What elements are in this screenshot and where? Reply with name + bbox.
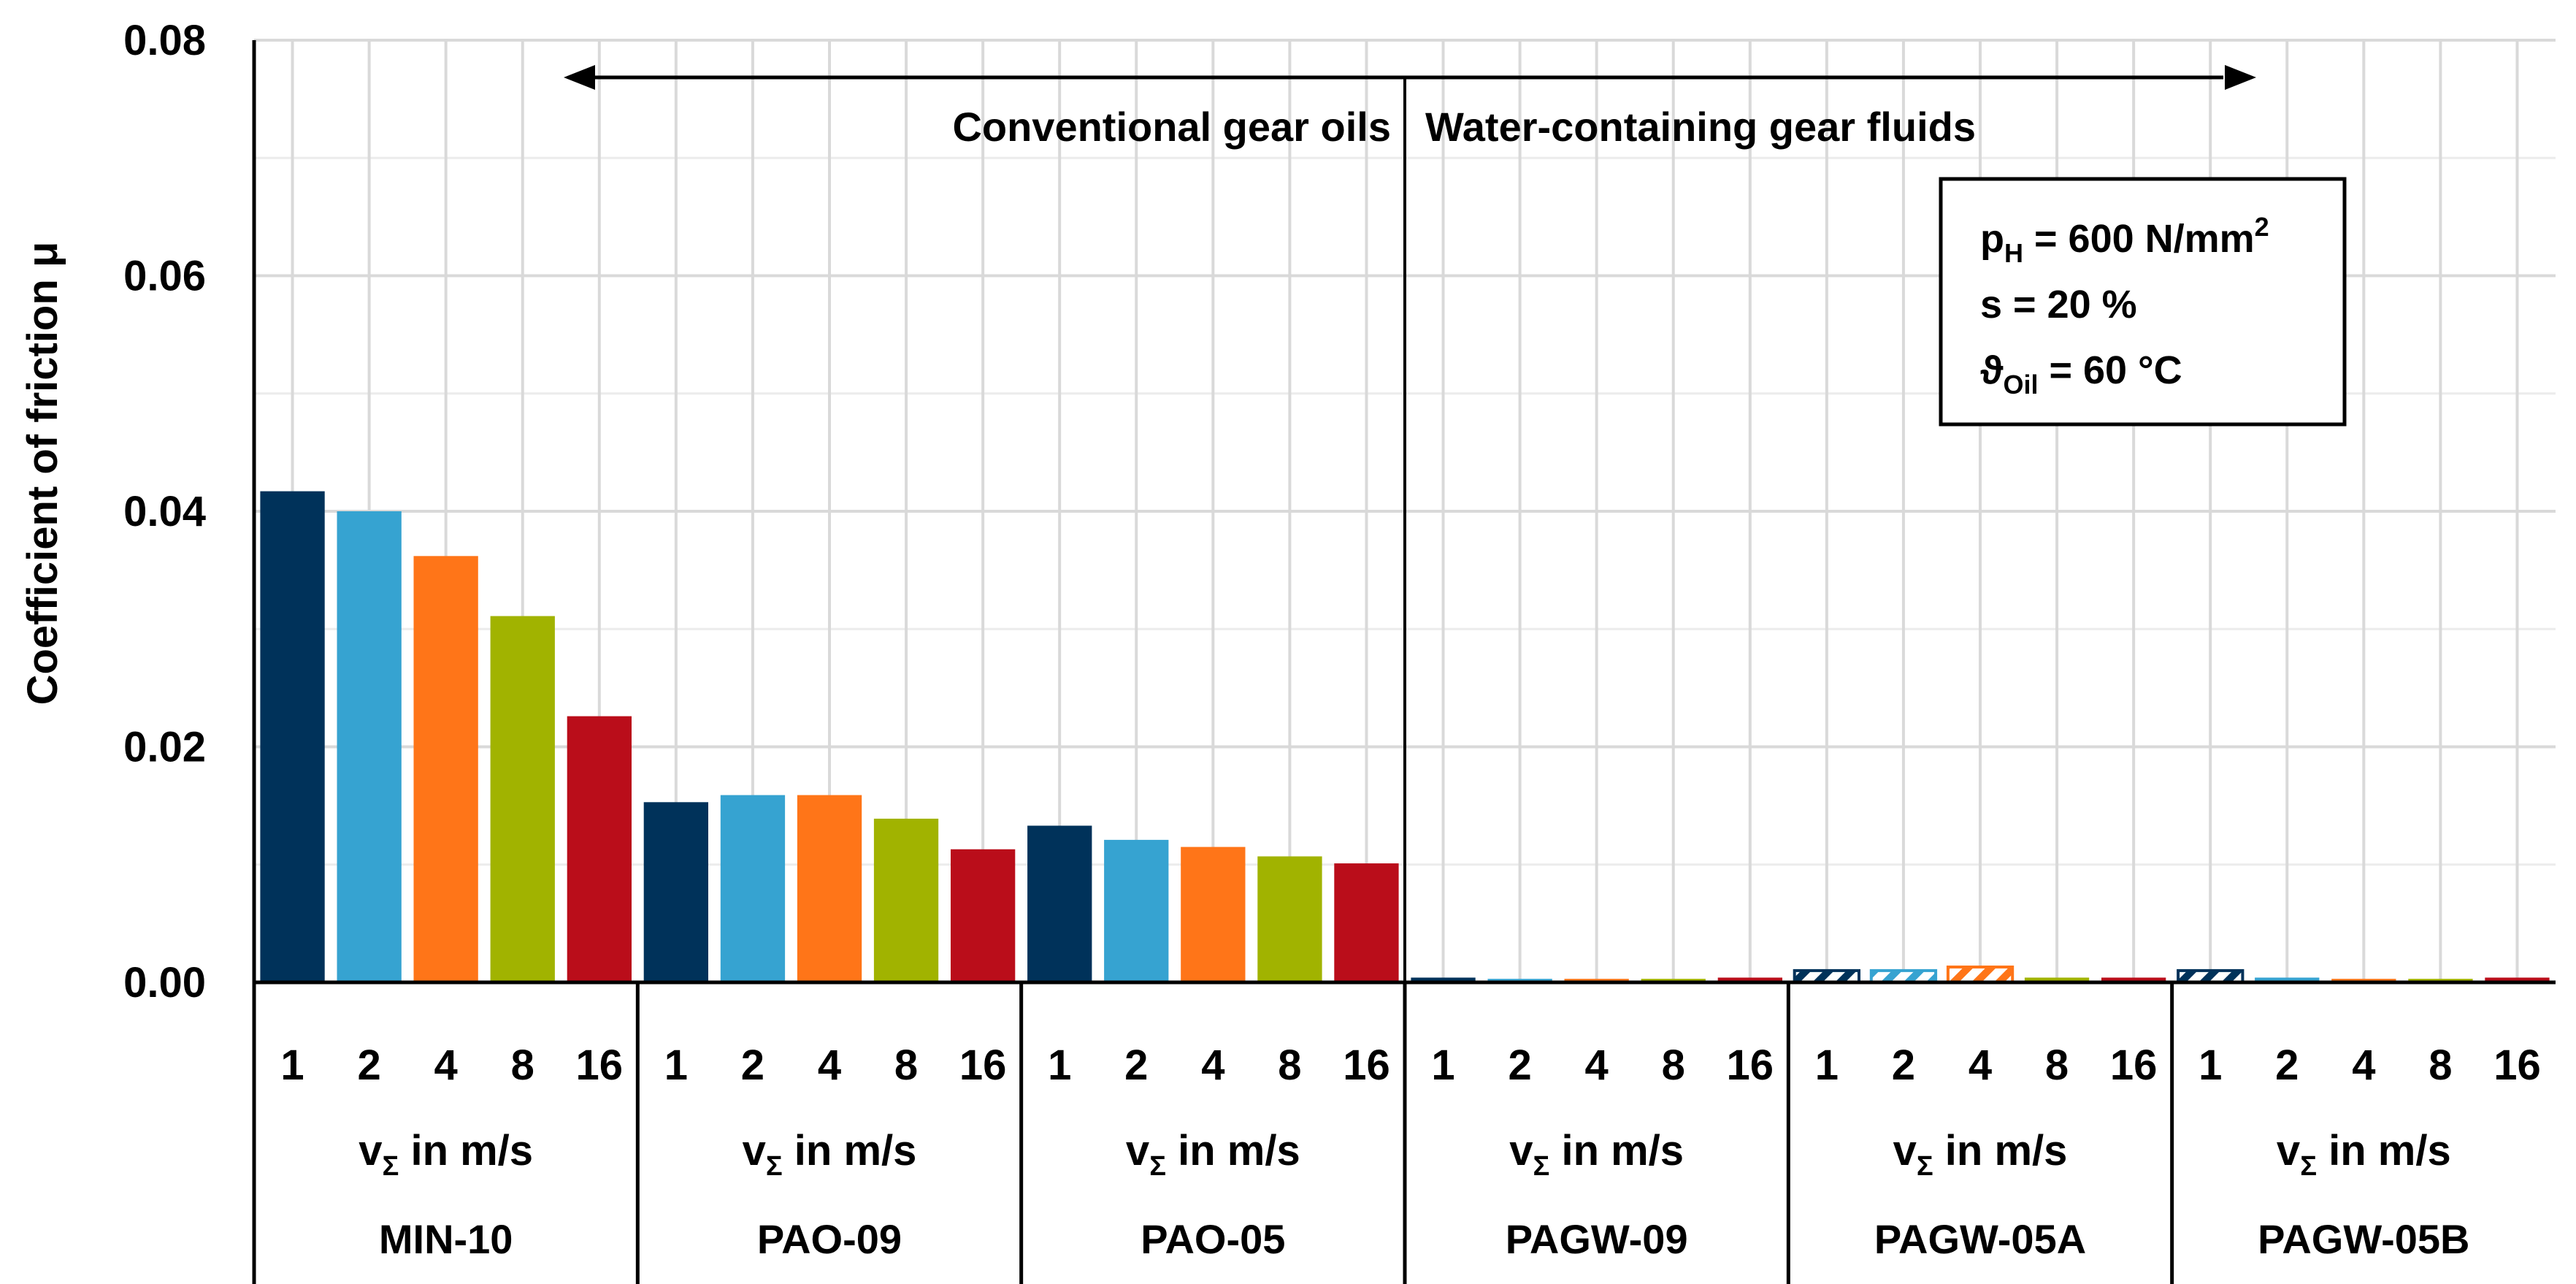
conditions-box: pH = 600 N/mm2 s = 20 % ϑOil = 60 °C <box>1939 177 2347 427</box>
bar-pao-09-16 <box>951 849 1016 982</box>
speed-tick-label: 4 <box>2352 1042 2375 1089</box>
speed-tick-label: 1 <box>1815 1042 1839 1089</box>
speed-tick-label: 16 <box>959 1042 1007 1089</box>
y-tick-label: 0.08 <box>123 17 206 64</box>
bar-pao-05-8 <box>1257 856 1322 982</box>
bar-min-10-8 <box>490 616 555 982</box>
y-tick-label: 0.04 <box>123 488 206 535</box>
bar-pao-05-4 <box>1181 847 1246 982</box>
speed-tick-label: 1 <box>280 1042 304 1089</box>
speed-tick-label: 8 <box>511 1042 534 1089</box>
bar-min-10-4 <box>413 556 478 982</box>
pressure-condition: pH = 600 N/mm2 <box>1980 212 2269 268</box>
y-axis-label: Coefficient of friction μ <box>19 242 66 706</box>
temperature-condition: ϑOil = 60 °C <box>1980 348 2182 400</box>
bar-pao-09-4 <box>797 795 862 982</box>
speed-axis-label: vΣ in m/s <box>1126 1127 1300 1182</box>
speed-tick-label: 4 <box>1969 1042 1992 1089</box>
arrow-left-head <box>564 65 595 90</box>
bar-pagw-05b-16 <box>2485 977 2550 982</box>
bar-pagw-05b-2 <box>2255 977 2320 982</box>
speed-tick-label: 4 <box>1201 1042 1224 1089</box>
speed-tick-label: 1 <box>2199 1042 2222 1089</box>
speed-tick-label: 2 <box>2275 1042 2299 1089</box>
bar-min-10-2 <box>337 511 402 982</box>
bar-pao-05-2 <box>1104 839 1169 982</box>
speed-axis-label: vΣ in m/s <box>359 1127 533 1182</box>
speed-axis-label: vΣ in m/s <box>2277 1127 2451 1182</box>
speed-axis-label: vΣ in m/s <box>1509 1127 1684 1182</box>
bars <box>260 491 2550 985</box>
water-fluids-label: Water-containing gear fluids <box>1425 104 1976 150</box>
bar-pagw-05a-8 <box>2024 977 2090 982</box>
bar-pao-09-8 <box>873 818 939 982</box>
y-tick-label: 0.06 <box>123 253 206 300</box>
speed-axis-label: vΣ in m/s <box>743 1127 917 1182</box>
speed-tick-label: 4 <box>818 1042 841 1089</box>
group-label-pagw-05b: PAGW-05B <box>2258 1216 2469 1262</box>
speed-tick-label: 8 <box>1278 1042 1301 1089</box>
group-label-pao-05: PAO-05 <box>1141 1216 1285 1262</box>
slip-condition: s = 20 % <box>1980 283 2137 326</box>
speed-tick-label: 2 <box>741 1042 764 1089</box>
bar-min-10-16 <box>567 716 632 982</box>
speed-tick-label: 8 <box>894 1042 918 1089</box>
bar-pagw-09-1 <box>1411 977 1476 982</box>
speed-tick-label: 2 <box>1892 1042 1915 1089</box>
y-tick-label: 0.02 <box>123 724 206 771</box>
speed-tick-label: 8 <box>2429 1042 2452 1089</box>
y-tick-labels: 0.00 0.02 0.04 0.06 0.08 <box>123 17 206 1006</box>
y-tick-label: 0.00 <box>123 959 206 1006</box>
speed-tick-label: 2 <box>1508 1042 1531 1089</box>
arrow-right-head <box>2225 65 2256 90</box>
bar-pagw-05a-16 <box>2101 977 2166 982</box>
speed-tick-label: 4 <box>434 1042 458 1089</box>
speed-axis-label: vΣ in m/s <box>1893 1127 2068 1182</box>
speed-tick-label: 2 <box>1124 1042 1148 1089</box>
speed-tick-label: 16 <box>2493 1042 2541 1089</box>
speed-tick-label: 16 <box>1727 1042 1774 1089</box>
speed-tick-label: 8 <box>1662 1042 1685 1089</box>
speed-tick-label: 16 <box>1343 1042 1390 1089</box>
speed-tick-label: 2 <box>357 1042 380 1089</box>
speed-tick-label: 16 <box>2110 1042 2158 1089</box>
group-label-pagw-05a: PAGW-05A <box>1874 1216 2086 1262</box>
speed-tick-label: 8 <box>2045 1042 2069 1089</box>
group-label-min-10: MIN-10 <box>379 1216 513 1262</box>
speed-tick-label: 1 <box>1431 1042 1454 1089</box>
bar-pao-05-16 <box>1334 863 1399 982</box>
conventional-oils-label: Conventional gear oils <box>952 104 1391 150</box>
group-label-pagw-09: PAGW-09 <box>1506 1216 1688 1262</box>
range-arrow <box>564 65 2256 90</box>
bar-pao-05-1 <box>1027 825 1092 982</box>
bar-min-10-1 <box>260 491 325 982</box>
bar-pagw-05a-4 <box>1946 966 2015 984</box>
x-axis-table: 1 2 4 8 16 vΣ in m/s MIN-10 1 2 4 8 16 vΣ in m/s PAO-… <box>252 982 2541 1284</box>
bar-pao-09-2 <box>720 795 786 982</box>
speed-tick-label: 16 <box>576 1042 624 1089</box>
speed-tick-label: 1 <box>664 1042 688 1089</box>
bar-pao-09-1 <box>643 802 708 982</box>
speed-tick-label: 1 <box>1048 1042 1071 1089</box>
bar-pagw-09-16 <box>1717 977 1782 982</box>
speed-tick-label: 4 <box>1585 1042 1609 1089</box>
group-label-pao-09: PAO-09 <box>757 1216 902 1262</box>
